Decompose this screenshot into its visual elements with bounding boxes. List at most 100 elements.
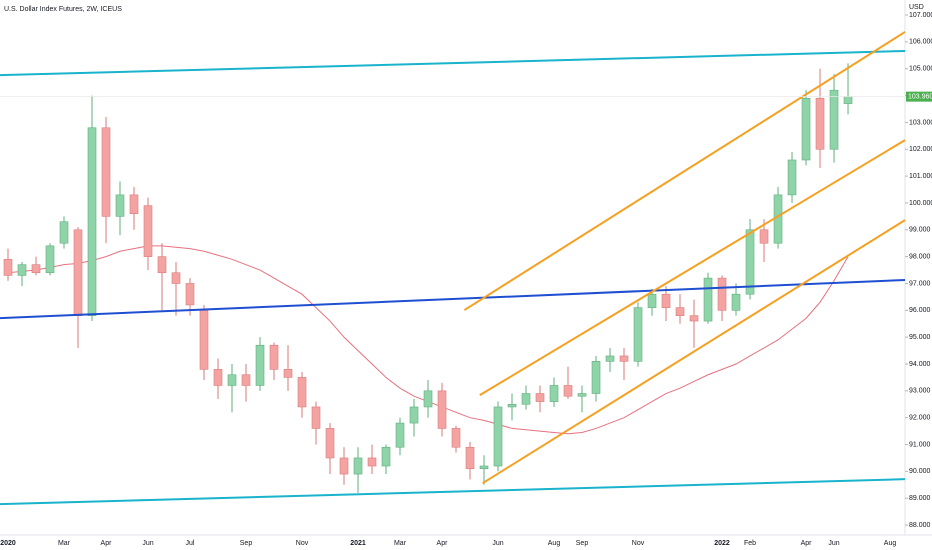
y-tick-label: 98.000 — [909, 253, 931, 260]
x-tick-label: Mar — [394, 540, 407, 547]
candle-body — [185, 283, 195, 306]
trendline — [0, 478, 906, 506]
candle-body — [563, 385, 573, 397]
candle-body — [59, 221, 69, 244]
candle-body — [815, 97, 825, 150]
candle-body — [367, 457, 377, 467]
y-tick-label: 92.000 — [909, 415, 931, 422]
candle-body — [535, 393, 545, 402]
y-tick-label: 91.000 — [909, 441, 931, 448]
candle-body — [129, 194, 139, 214]
candle-body — [101, 127, 111, 217]
x-tick-label: Mar — [58, 540, 71, 547]
candle-body — [479, 465, 489, 469]
candle-body — [353, 457, 363, 475]
candle-body — [829, 89, 839, 150]
y-tick-label: 90.000 — [909, 468, 931, 475]
x-tick-label: Feb — [744, 540, 756, 547]
x-tick-label: Sep — [576, 540, 589, 547]
candle-body — [31, 264, 41, 274]
candle-body — [759, 229, 769, 244]
y-tick-label: 89.000 — [909, 495, 931, 502]
candle-body — [171, 272, 181, 284]
candle-body — [437, 390, 447, 429]
x-tick-label: 2020 — [0, 540, 16, 547]
candle-body — [843, 96, 853, 104]
candle-body — [157, 256, 167, 274]
y-tick-label: 96.000 — [909, 307, 931, 314]
candle-body — [87, 127, 97, 316]
candle-body — [549, 385, 559, 402]
candle-body — [787, 159, 797, 196]
y-tick-label: 103.000 — [909, 119, 932, 126]
x-tick-label: Jun — [492, 540, 503, 547]
candle-body — [283, 369, 293, 378]
candle-body — [493, 406, 503, 467]
candle-body — [451, 428, 461, 448]
candle-body — [381, 446, 391, 467]
x-tick-label: 2022 — [714, 540, 730, 547]
x-tick-label: Apr — [101, 540, 113, 547]
y-tick-label: 105.000 — [909, 66, 932, 73]
candle-body — [311, 406, 321, 429]
candle-body — [241, 374, 251, 386]
candle-body — [605, 355, 615, 362]
y-tick-label: 101.000 — [909, 173, 932, 180]
x-tick-label: Jul — [186, 540, 195, 547]
candle-body — [115, 194, 125, 217]
candle-body — [577, 393, 587, 397]
x-tick-label: Jun — [828, 540, 839, 547]
candle-body — [73, 229, 83, 316]
y-tick-label: 99.000 — [909, 227, 931, 234]
x-tick-label: 2021 — [350, 540, 366, 547]
candle-body — [45, 245, 55, 274]
y-tick-label: 95.000 — [909, 334, 931, 341]
candle-body — [213, 369, 223, 386]
candle-body — [325, 428, 335, 459]
candle-body — [409, 406, 419, 424]
candle-body — [633, 307, 643, 362]
candle-body — [703, 277, 713, 322]
candle-body — [689, 315, 699, 322]
candle-body — [619, 355, 629, 362]
candle-body — [423, 390, 433, 408]
y-tick-label: 88.000 — [909, 522, 931, 529]
candle-body — [507, 403, 517, 408]
x-tick-label: Apr — [801, 540, 813, 547]
x-tick-label: Aug — [548, 540, 561, 547]
y-tick-label: 102.000 — [909, 146, 932, 153]
candle-body — [591, 361, 601, 394]
candle-body — [521, 393, 531, 405]
trendline — [479, 139, 906, 397]
trendline — [0, 50, 906, 77]
trendline — [482, 219, 906, 485]
y-tick-label: 100.000 — [909, 200, 932, 207]
candle-body — [199, 310, 209, 370]
last-price-box — [906, 91, 932, 102]
x-tick-label: Nov — [632, 540, 645, 547]
y-tick-label: 97.000 — [909, 280, 931, 287]
y-axis-label: USD — [909, 4, 924, 11]
candle-body — [339, 457, 349, 475]
y-tick-label: 106.000 — [909, 39, 932, 46]
candle-body — [731, 293, 741, 311]
trendline — [0, 278, 906, 320]
candle-body — [465, 446, 475, 469]
candle-body — [675, 307, 685, 316]
candle-body — [143, 205, 153, 257]
candle-body — [745, 229, 755, 295]
candle-body — [17, 264, 27, 276]
last-price-label: 103.960 — [908, 93, 932, 100]
candle-body — [227, 374, 237, 386]
x-tick-label: Apr — [437, 540, 449, 547]
x-tick-label: Aug — [884, 540, 897, 547]
candle-body — [269, 344, 279, 370]
candle-body — [3, 259, 13, 276]
candle-body — [297, 377, 307, 408]
candle-body — [717, 277, 727, 311]
x-tick-label: Sep — [240, 540, 253, 547]
y-tick-label: 93.000 — [909, 388, 931, 395]
candle-body — [255, 344, 265, 386]
x-tick-label: Nov — [296, 540, 309, 547]
